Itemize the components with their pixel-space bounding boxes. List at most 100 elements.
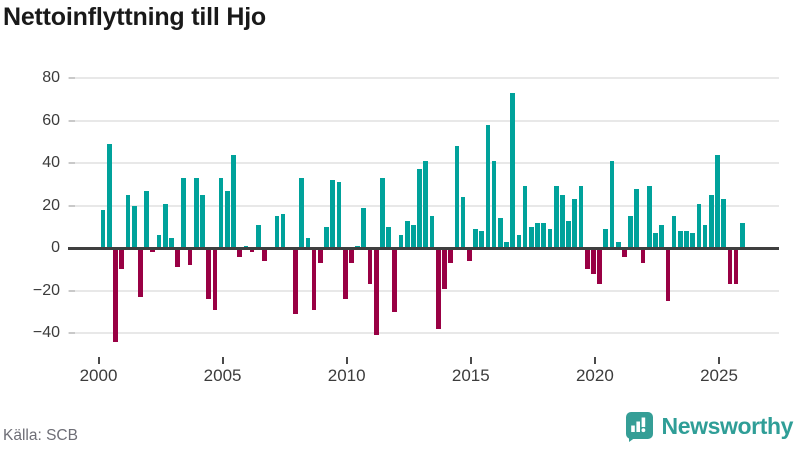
y-axis-label: 0 — [51, 239, 60, 257]
bar-2001-q1 — [125, 195, 131, 249]
y-axis-label: 80 — [42, 68, 60, 86]
gridline — [68, 289, 779, 292]
bar-2011-q1 — [373, 248, 379, 336]
bar-2022-q2 — [653, 233, 658, 249]
bar-2013-q3 — [435, 248, 441, 330]
bar-2000-q3 — [113, 248, 118, 342]
y-axis-label: 40 — [42, 154, 60, 172]
bar-2025-q3 — [733, 248, 739, 285]
bar-2001-q3 — [138, 248, 143, 298]
bar-2005-q1 — [224, 190, 230, 249]
bar-2009-q4 — [342, 248, 348, 300]
y-tick-mark — [69, 289, 75, 292]
bar-2016-q3 — [510, 92, 516, 249]
bar-2017-q4 — [541, 222, 547, 249]
bar-2003-q2 — [181, 177, 187, 249]
x-tick-mark — [593, 357, 596, 364]
bar-2012-q4 — [417, 169, 422, 249]
bar-2008-q2 — [305, 237, 311, 249]
y-tick-mark — [69, 162, 75, 165]
bar-2004-q4 — [218, 177, 224, 249]
bar-2003-q4 — [193, 177, 199, 249]
bar-2000-q4 — [119, 248, 125, 270]
x-axis-label: 2000 — [79, 366, 118, 385]
bar-2011-q2 — [380, 177, 385, 249]
bar-2012-q2 — [404, 220, 410, 249]
bar-2009-q3 — [336, 182, 342, 249]
bar-2006-q2 — [255, 224, 261, 249]
bar-2025-q1 — [721, 199, 727, 249]
x-axis-line — [68, 246, 779, 250]
bar-2004-q1 — [200, 195, 205, 249]
bar-2015-q1 — [473, 229, 478, 249]
y-tick-mark — [69, 332, 75, 335]
bar-2008-q3 — [311, 248, 317, 310]
bar-2014-q1 — [448, 248, 453, 264]
bar-2023-q2 — [677, 231, 683, 249]
bar-2003-q3 — [187, 248, 193, 266]
bar-2020-q4 — [615, 241, 621, 249]
bar-2005-q3 — [237, 248, 242, 257]
x-axis-label: 2025 — [700, 366, 738, 385]
bar-2009-q1 — [324, 226, 329, 249]
bar-2019-q4 — [591, 248, 596, 274]
x-tick-mark — [718, 357, 720, 364]
bar-2023-q1 — [671, 216, 677, 249]
bar-2007-q2 — [280, 214, 286, 249]
bar-2000-q1 — [100, 209, 106, 249]
source-note: Källa: SCB — [3, 427, 78, 444]
bar-2021-q4 — [640, 248, 646, 264]
bar-2009-q2 — [330, 180, 336, 249]
bar-2019-q1 — [572, 199, 578, 249]
x-tick-mark — [345, 357, 348, 364]
bar-2011-q3 — [386, 226, 391, 249]
bar-2017-q1 — [522, 186, 528, 249]
bar-2013-q1 — [423, 160, 429, 249]
bar-2019-q2 — [578, 186, 584, 249]
x-axis-label: 2005 — [203, 366, 242, 385]
bar-2015-q2 — [479, 231, 485, 249]
bar-2007-q4 — [293, 248, 298, 315]
bar-2017-q2 — [528, 226, 534, 249]
bar-2015-q4 — [491, 160, 497, 249]
y-tick-mark — [69, 204, 75, 207]
bar-2004-q2 — [206, 248, 211, 300]
bar-2003-q1 — [175, 248, 180, 268]
newsworthy-logo[interactable]: Newsworthy — [625, 411, 793, 442]
bar-2021-q1 — [622, 248, 627, 257]
bar-2025-q4 — [739, 222, 745, 249]
bar-2002-q2 — [156, 235, 162, 249]
bar-2010-q3 — [361, 207, 367, 249]
bar-2024-q4 — [715, 154, 720, 249]
newsworthy-icon — [625, 412, 653, 442]
gridline — [68, 76, 779, 79]
bar-2020-q2 — [603, 229, 609, 249]
bar-2001-q2 — [131, 205, 137, 249]
bar-2018-q2 — [553, 186, 559, 249]
bar-2019-q3 — [584, 248, 590, 270]
bar-2022-q1 — [646, 186, 652, 249]
x-axis-label: 2010 — [327, 366, 366, 385]
bar-2012-q3 — [411, 224, 416, 249]
bar-2024-q1 — [696, 203, 702, 249]
bar-2023-q3 — [684, 231, 689, 249]
bar-2008-q4 — [317, 248, 323, 264]
bar-2018-q3 — [560, 195, 565, 249]
newsworthy-wordmark: Newsworthy — [661, 413, 794, 439]
gridline — [68, 332, 779, 335]
chart-title: Nettoinflyttning till Hjo — [3, 3, 267, 31]
bar-2021-q3 — [634, 188, 640, 249]
y-axis-label: 20 — [42, 196, 60, 214]
bar-2024-q2 — [702, 224, 708, 249]
y-tick-mark — [69, 119, 75, 122]
bar-2010-q1 — [349, 248, 354, 264]
y-tick-mark — [69, 76, 75, 79]
bar-2014-q2 — [454, 146, 460, 249]
bar-2001-q4 — [144, 190, 149, 249]
y-axis-label: −40 — [32, 324, 60, 342]
bar-2018-q1 — [547, 229, 553, 249]
plot-area: 80 60 40 20 0 −20 −40 2000 2005 2010 2015 2020 2025 — [32, 68, 779, 385]
x-axis-label: 2015 — [451, 366, 490, 385]
bar-2000-q2 — [107, 143, 112, 249]
